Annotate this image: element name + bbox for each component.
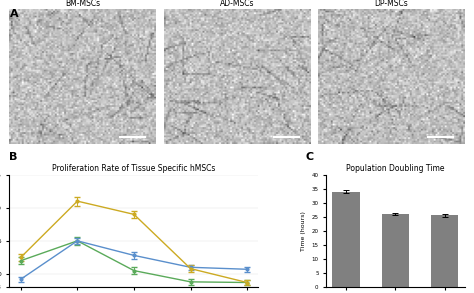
- Title: Population Doubling Time: Population Doubling Time: [346, 163, 445, 173]
- Text: C: C: [306, 152, 314, 162]
- Title: DP-MSCs: DP-MSCs: [374, 0, 408, 8]
- Title: AD-MSCs: AD-MSCs: [220, 0, 254, 8]
- Title: BM-MSCs: BM-MSCs: [65, 0, 100, 8]
- Text: B: B: [9, 152, 18, 162]
- Bar: [382, 214, 409, 287]
- Bar: [332, 192, 360, 287]
- Bar: [431, 215, 458, 287]
- Text: A: A: [9, 9, 18, 19]
- Title: Proliferation Rate of Tissue Specific hMSCs: Proliferation Rate of Tissue Specific hM…: [52, 163, 216, 173]
- Y-axis label: Time (hours): Time (hours): [301, 211, 306, 251]
